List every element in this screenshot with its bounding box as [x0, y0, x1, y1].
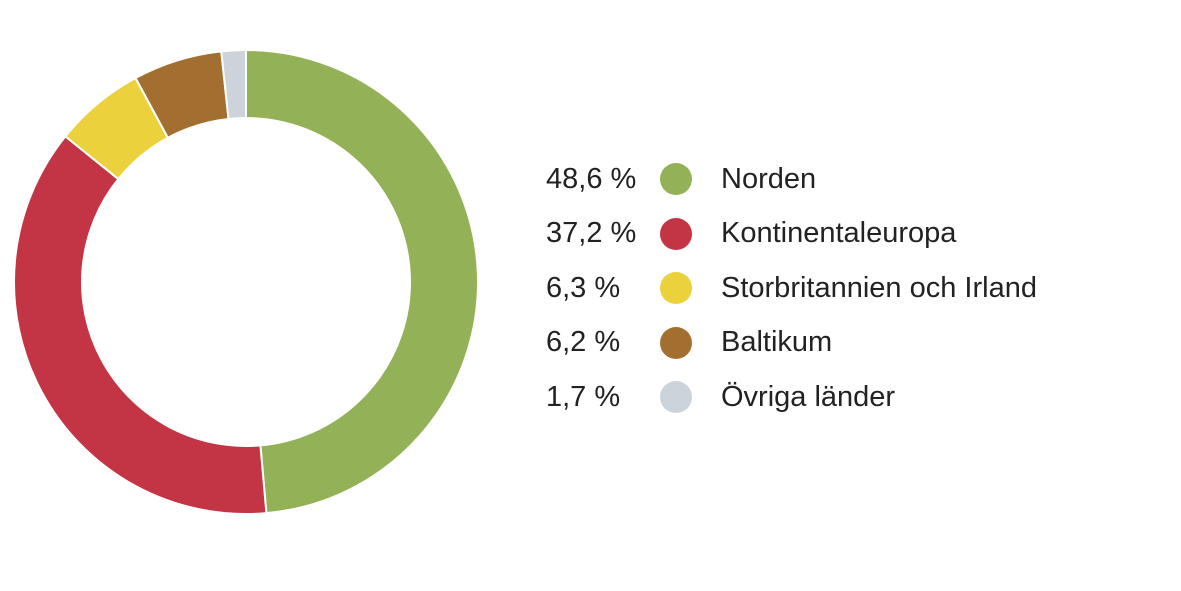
legend-swatch — [660, 163, 692, 196]
legend-item-ovriga-lander: 1,7 % Övriga länder — [520, 370, 1037, 425]
legend-value: 37,2 % — [546, 217, 637, 250]
legend-value: 48,6 % — [546, 162, 637, 195]
legend-swatch — [660, 272, 692, 305]
legend-value: 6,3 % — [546, 271, 621, 304]
legend-label: Kontinentaleuropa — [721, 217, 957, 250]
legend-item-kontinentaleuropa: 37,2 % Kontinentaleuropa — [520, 207, 1037, 262]
legend-value: 1,7 % — [546, 380, 621, 413]
slice-ovriga-lander — [220, 49, 247, 120]
legend-swatch — [660, 381, 692, 414]
slice-kontinentaleuropa — [13, 135, 268, 515]
legend-item-storbritannien-och-irland: 6,3 % Storbritannien och Irland — [520, 261, 1037, 316]
donut-chart — [13, 49, 479, 515]
donut-slices — [13, 49, 479, 515]
legend-swatch — [660, 326, 692, 359]
legend-item-baltikum: 6,2 % Baltikum — [520, 316, 1037, 371]
legend-item-norden: 48,6 % Norden — [520, 152, 1037, 207]
legend-label: Övriga länder — [721, 380, 896, 413]
legend-swatch — [660, 217, 692, 250]
legend-label: Storbritannien och Irland — [721, 271, 1037, 304]
legend-value: 6,2 % — [546, 326, 621, 359]
chart-legend: 48,6 % Norden 37,2 % Kontinentaleuropa 6… — [520, 152, 1037, 425]
legend-label: Baltikum — [721, 326, 833, 359]
legend-label: Norden — [721, 162, 817, 195]
slice-norden — [245, 49, 479, 515]
